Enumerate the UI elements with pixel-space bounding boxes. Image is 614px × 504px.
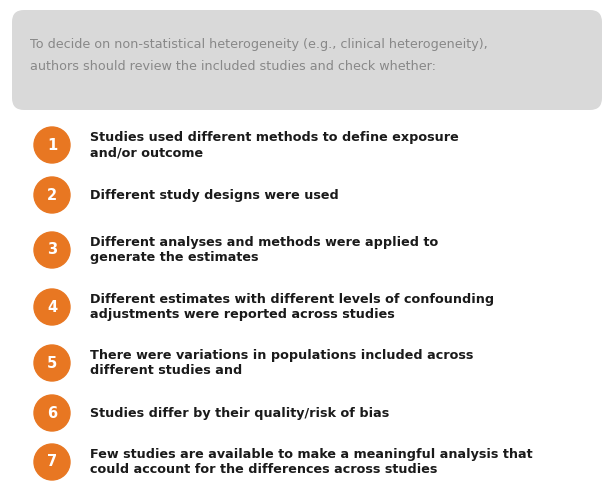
Text: Studies differ by their quality/risk of bias: Studies differ by their quality/risk of … (90, 407, 389, 419)
Circle shape (34, 177, 70, 213)
Text: Different estimates with different levels of confounding: Different estimates with different level… (90, 293, 494, 306)
Circle shape (34, 289, 70, 325)
Circle shape (34, 444, 70, 480)
Text: different studies and: different studies and (90, 364, 243, 377)
Circle shape (34, 345, 70, 381)
Text: 1: 1 (47, 138, 57, 153)
Text: authors should review the included studies and check whether:: authors should review the included studi… (30, 60, 436, 73)
Circle shape (34, 395, 70, 431)
Text: and/or outcome: and/or outcome (90, 146, 203, 159)
Text: 7: 7 (47, 455, 57, 470)
Text: 3: 3 (47, 242, 57, 258)
Text: Studies used different methods to define exposure: Studies used different methods to define… (90, 131, 459, 144)
Text: Different study designs were used: Different study designs were used (90, 188, 339, 202)
Text: 2: 2 (47, 187, 57, 203)
Text: 5: 5 (47, 355, 57, 370)
Text: To decide on non-statistical heterogeneity (e.g., clinical heterogeneity),: To decide on non-statistical heterogenei… (30, 38, 488, 51)
FancyBboxPatch shape (12, 10, 602, 110)
Text: adjustments were reported across studies: adjustments were reported across studies (90, 308, 395, 321)
Circle shape (34, 127, 70, 163)
Text: could account for the differences across studies: could account for the differences across… (90, 463, 437, 476)
Circle shape (34, 232, 70, 268)
Text: 4: 4 (47, 299, 57, 314)
Text: There were variations in populations included across: There were variations in populations inc… (90, 349, 473, 362)
Text: 6: 6 (47, 406, 57, 420)
Text: generate the estimates: generate the estimates (90, 251, 258, 264)
Text: Different analyses and methods were applied to: Different analyses and methods were appl… (90, 236, 438, 249)
Text: Few studies are available to make a meaningful analysis that: Few studies are available to make a mean… (90, 448, 532, 461)
